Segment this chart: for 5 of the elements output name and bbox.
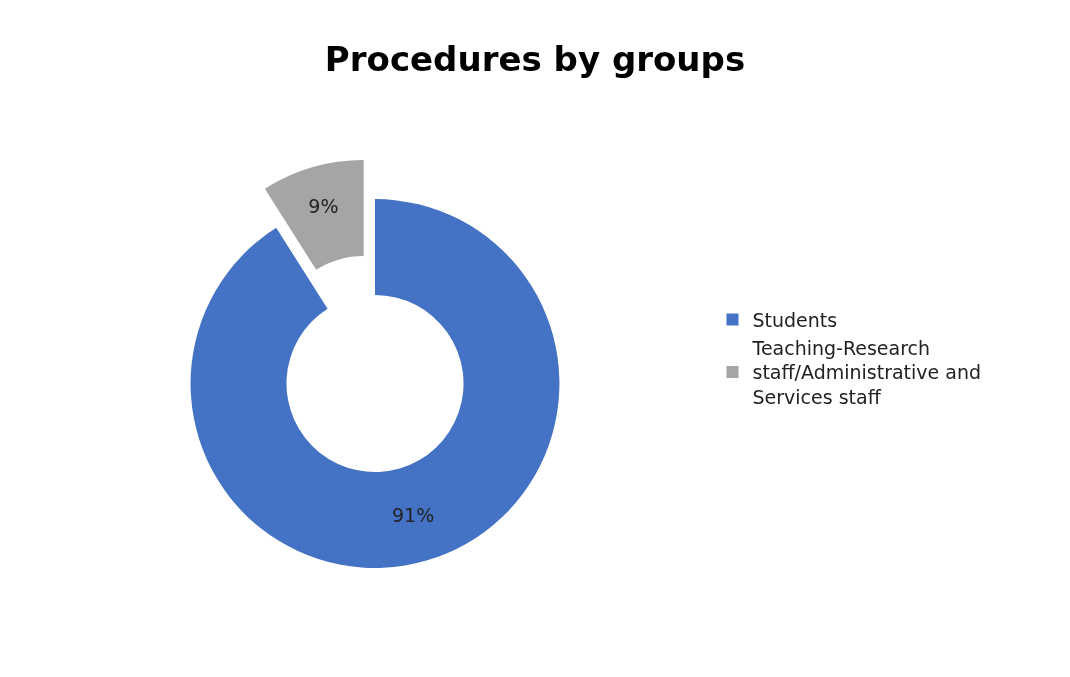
legend-label: Students <box>752 308 838 331</box>
chart-title: Procedures by groups <box>324 39 746 80</box>
legend-label: Teaching-Research staff/Administrative and Services staff <box>751 336 982 409</box>
data-label: 91% <box>391 503 435 526</box>
data-label: 9% <box>308 195 339 218</box>
